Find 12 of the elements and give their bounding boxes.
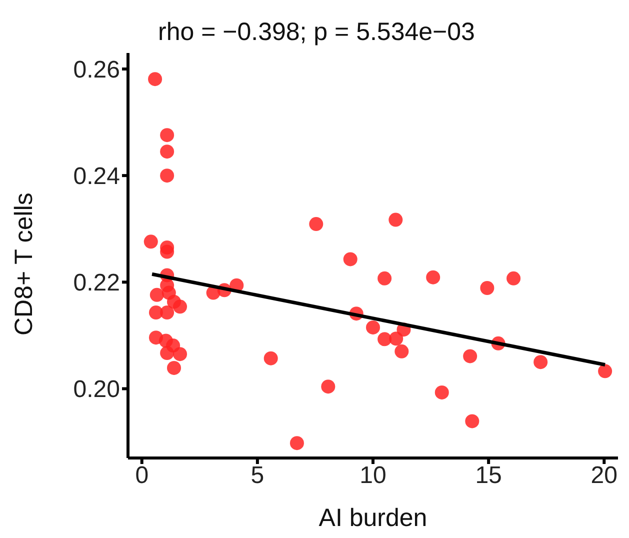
x-tick-label: 5	[250, 462, 264, 490]
x-tick-label: 20	[590, 462, 618, 490]
y-axis-title: CD8+ T cells	[10, 192, 38, 336]
x-tick-label: 0	[135, 462, 149, 490]
y-tick-label: 0.20	[73, 376, 120, 404]
x-axis-title: AI burden	[318, 504, 428, 532]
chart-title: rho = −0.398; p = 5.534e−03	[158, 18, 475, 47]
x-tick-label: 15	[475, 462, 502, 490]
y-tick-label: 0.22	[73, 270, 120, 297]
x-tick-label: 10	[360, 462, 386, 490]
y-tick-label: 0.24	[73, 163, 120, 190]
y-tick-label: 0.26	[73, 56, 120, 84]
